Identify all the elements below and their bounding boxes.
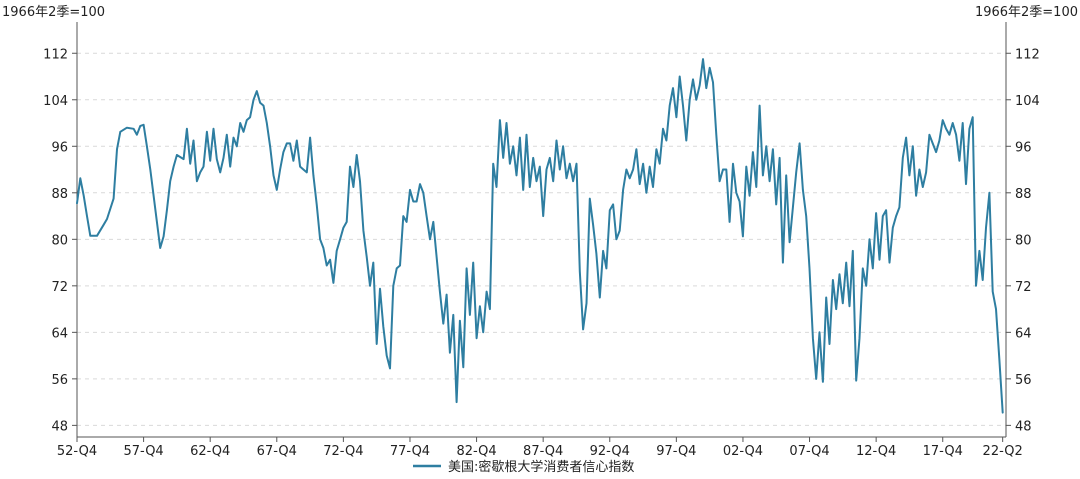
- y-axis-unit-left: 1966年2季=100: [2, 5, 105, 20]
- y-axis-unit-right: 1966年2季=100: [975, 5, 1078, 20]
- y-tick-label-right: 72: [1015, 280, 1032, 295]
- x-ticks: 52-Q4 57-Q4 62-Q4 67-Q4 72-Q4 77-Q4 82-Q4 87-Q4…: [57, 437, 1023, 459]
- x-tick-label: 87-Q4: [523, 444, 563, 459]
- x-tick-label: 07-Q4: [789, 444, 829, 459]
- x-tick-label: 62-Q4: [190, 444, 230, 459]
- series-line-0: [76, 58, 1004, 414]
- series-group: [76, 58, 1004, 414]
- axes: [76, 22, 1007, 438]
- y-tick-label-left: 88: [51, 187, 68, 202]
- y-tick-label-left: 48: [51, 419, 68, 434]
- y-tick-label-right: 104: [1015, 94, 1040, 109]
- y-tick-label-left: 64: [51, 326, 68, 341]
- legend: 美国:密歇根大学消费者信心指数: [413, 459, 634, 475]
- y-tick-label-right: 80: [1015, 233, 1032, 248]
- x-tick-label: 67-Q4: [257, 444, 297, 459]
- y-tick-label-left: 72: [51, 280, 68, 295]
- y-ticks-left: 48 56 64 72 80 88 96 104 112: [43, 47, 77, 434]
- y-tick-label-right: 88: [1015, 187, 1032, 202]
- y-tick-label-right: 64: [1015, 326, 1032, 341]
- y-tick-label-right: 96: [1015, 140, 1032, 155]
- y-tick-label-left: 56: [51, 373, 68, 388]
- y-tick-label-left: 104: [43, 94, 68, 109]
- legend-label: 美国:密歇根大学消费者信心指数: [448, 459, 634, 475]
- x-tick-label: 72-Q4: [323, 444, 363, 459]
- x-tick-label: 52-Q4: [57, 444, 97, 459]
- x-tick-label: 22-Q2: [983, 444, 1023, 459]
- y-tick-label-right: 112: [1015, 47, 1040, 62]
- y-tick-label-right: 48: [1015, 419, 1032, 434]
- x-tick-label: 82-Q4: [456, 444, 496, 459]
- x-tick-label: 12-Q4: [856, 444, 896, 459]
- x-tick-label: 17-Q4: [923, 444, 963, 459]
- y-tick-label-left: 80: [51, 233, 68, 248]
- y-tick-label-right: 56: [1015, 373, 1032, 388]
- x-tick-label: 02-Q4: [723, 444, 763, 459]
- y-tick-label-left: 96: [51, 140, 68, 155]
- gridlines: [77, 52, 1006, 426]
- x-tick-label: 92-Q4: [590, 444, 630, 459]
- x-tick-label: 97-Q4: [656, 444, 696, 459]
- y-ticks-right: 48 56 64 72 80 88 96 104 112: [1006, 47, 1040, 434]
- y-tick-label-left: 112: [43, 47, 68, 62]
- x-tick-label: 77-Q4: [390, 444, 430, 459]
- x-tick-label: 57-Q4: [123, 444, 163, 459]
